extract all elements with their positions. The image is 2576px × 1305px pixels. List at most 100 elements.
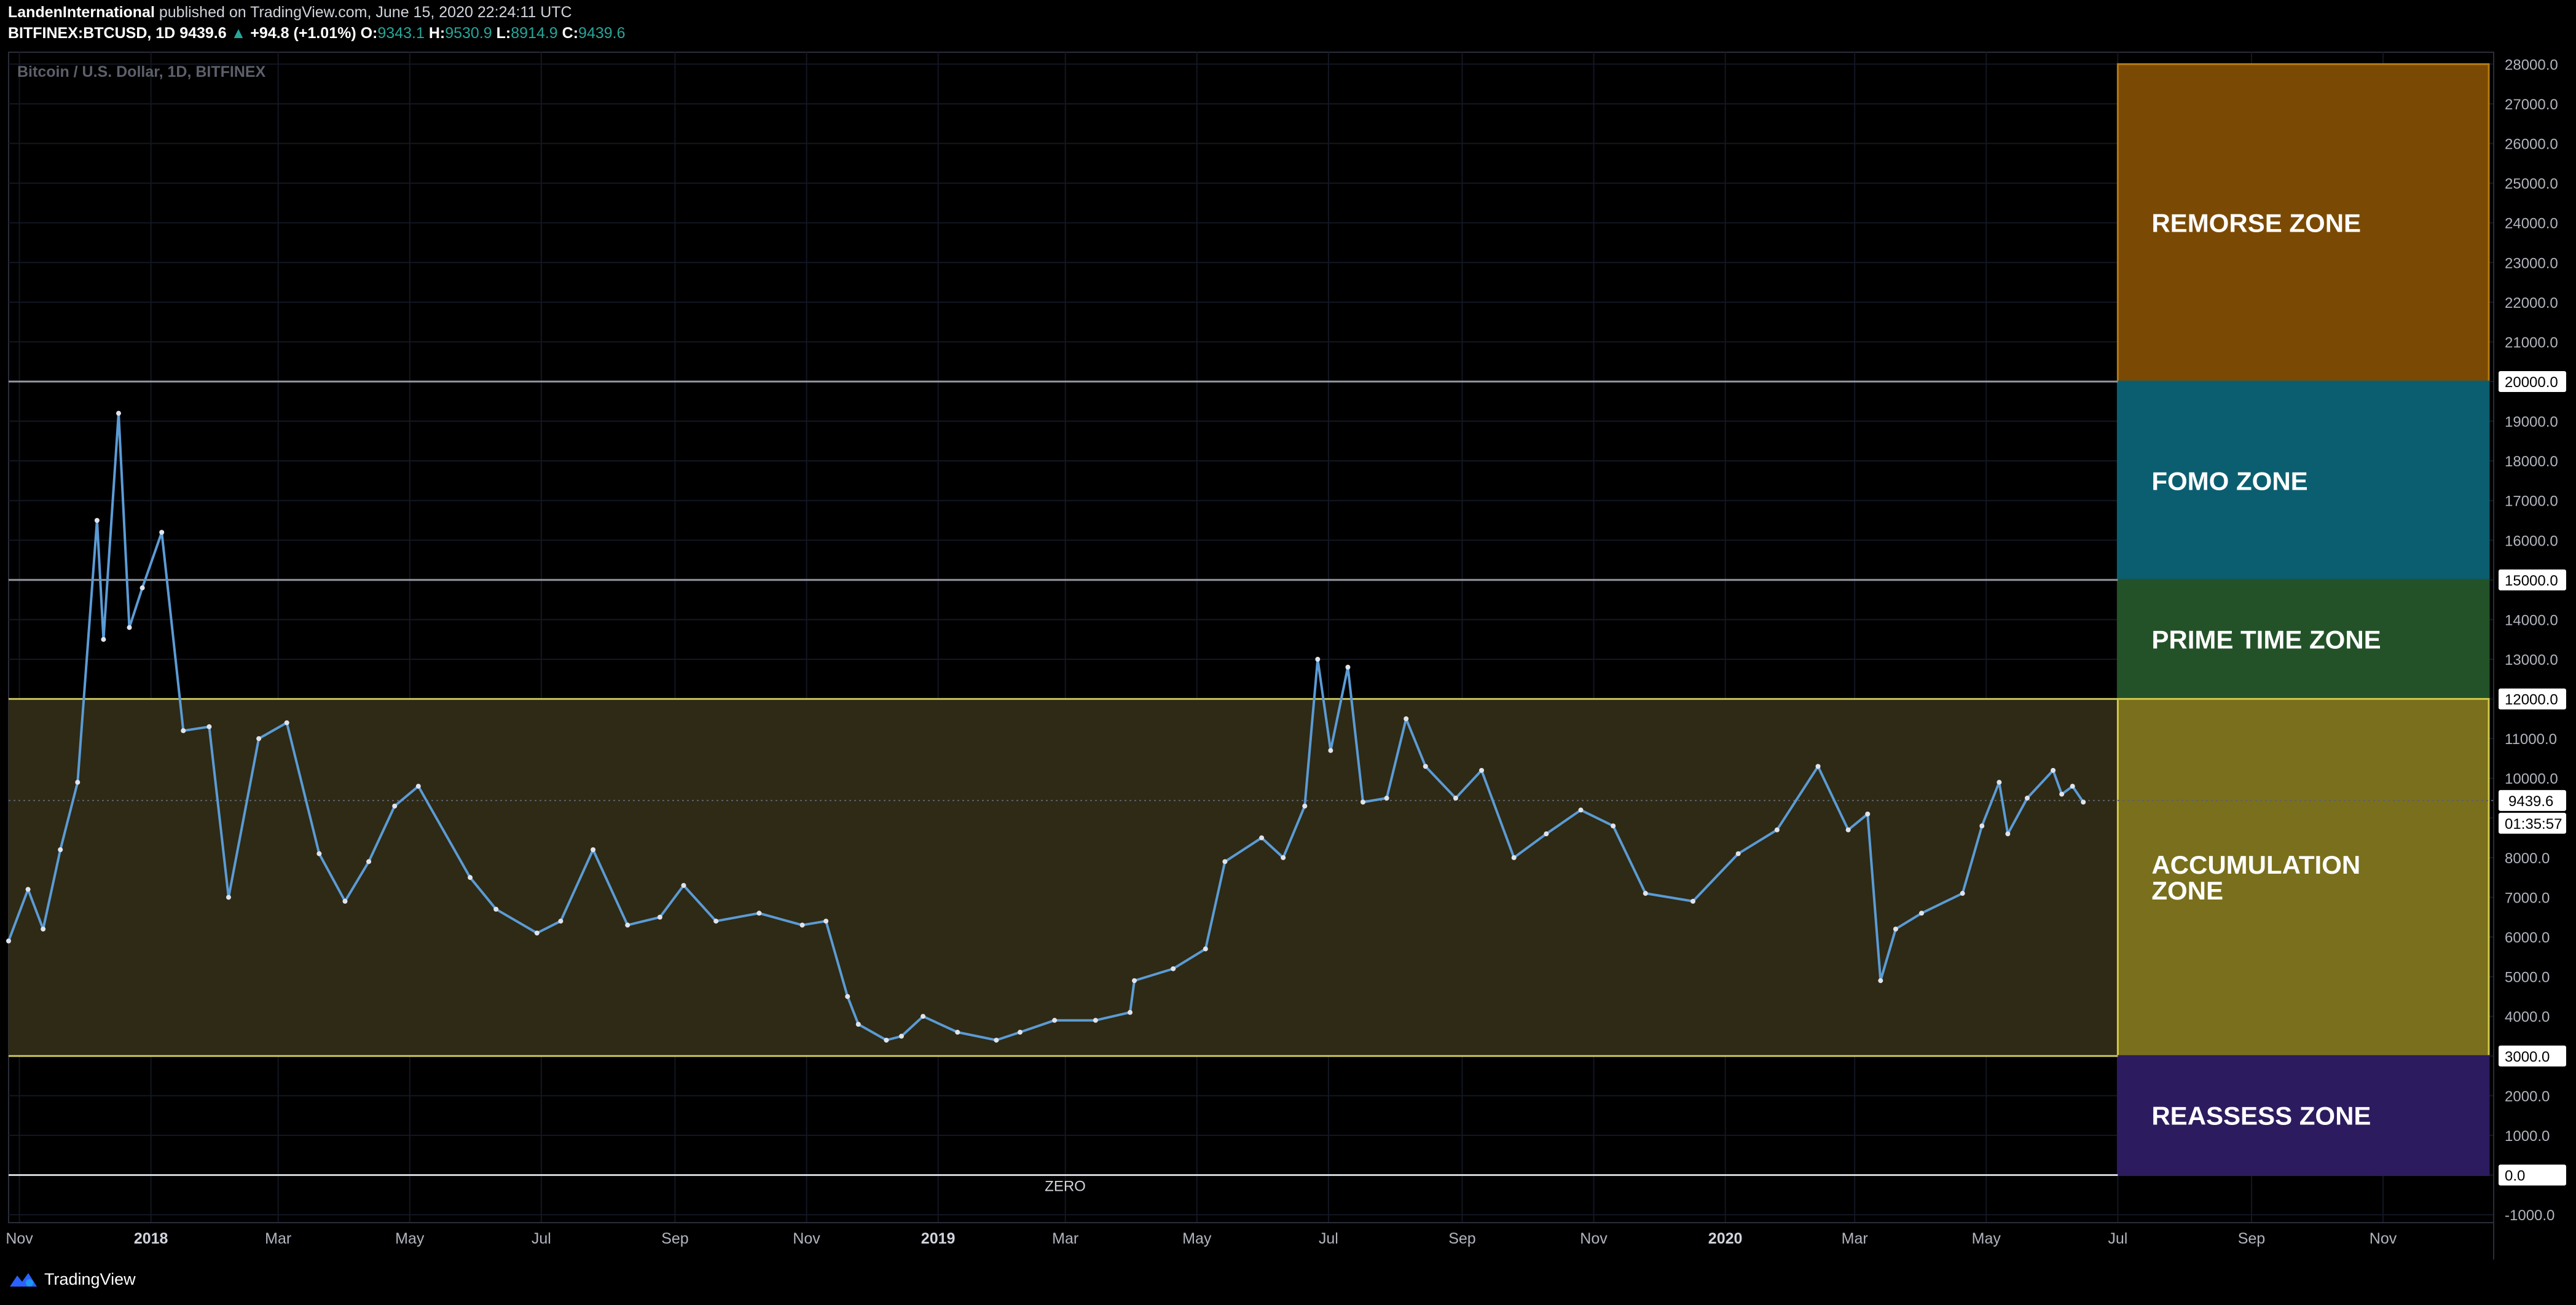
price-point [823, 919, 829, 924]
price-point [206, 724, 212, 729]
low-label: L: [496, 25, 511, 42]
price-point [1315, 657, 1321, 662]
y-tick-label: 13000.0 [2505, 652, 2558, 668]
y-tick-label: 25000.0 [2505, 176, 2558, 192]
price-point [1815, 764, 1821, 769]
zone-box [2116, 579, 2490, 700]
price-point [316, 851, 322, 856]
y-tick-label: 27000.0 [2505, 96, 2558, 113]
price-point [955, 1030, 960, 1035]
close-value: 9439.6 [578, 25, 626, 42]
price-point [534, 930, 540, 936]
price-point [94, 518, 100, 523]
y-tick-label: 19000.0 [2505, 414, 2558, 431]
price-point [392, 803, 398, 809]
level-price-tag [2499, 370, 2566, 392]
price-point [1281, 855, 1286, 860]
close-label: C: [562, 25, 579, 42]
price-point [1845, 827, 1851, 833]
y-tick-label: 5000.0 [2505, 970, 2550, 986]
price-point [139, 585, 145, 590]
price-point [41, 927, 46, 932]
tradingview-brand[interactable]: TradingView [44, 1269, 136, 1288]
zone-box [2116, 1055, 2490, 1177]
x-tick-label: Jul [2108, 1230, 2127, 1247]
price-point [342, 898, 348, 904]
x-tick-label: May [1972, 1230, 2001, 1247]
y-tick-label: 21000.0 [2505, 334, 2558, 351]
price-point [101, 637, 106, 642]
level-price-tag [2499, 1045, 2566, 1067]
level-price-tag-label: 20000.0 [2505, 374, 2558, 391]
countdown-tag [2499, 812, 2566, 834]
price-point [1893, 927, 1898, 932]
price-point [845, 993, 850, 999]
y-tick-label: 11000.0 [2505, 731, 2557, 748]
last-price: 9439.6 [179, 25, 227, 42]
level-price-tag-label: 0.0 [2505, 1168, 2525, 1185]
accumulation-band [9, 699, 2118, 1056]
price-point [1093, 1017, 1098, 1023]
price-point [2024, 796, 2030, 801]
level-price-tag [2499, 1164, 2566, 1186]
price-point [1052, 1017, 1058, 1023]
price-point [127, 625, 132, 630]
level-price-tag-label: 15000.0 [2505, 573, 2558, 589]
zone-box [2116, 698, 2490, 1057]
y-tick-label: 28000.0 [2505, 57, 2558, 73]
price-point [657, 914, 662, 920]
price-point [256, 736, 262, 742]
price-point [366, 859, 372, 864]
published-text: published on TradingView.com, June 15, 2… [159, 4, 572, 21]
y-tick-label: -1000.0 [2505, 1207, 2554, 1224]
price-point [493, 906, 499, 912]
price-point [1611, 823, 1616, 829]
price-point [713, 919, 719, 924]
price-point [921, 1014, 926, 1019]
price-point [1997, 780, 2002, 785]
price-point [1544, 831, 1549, 837]
open-label: O: [360, 25, 378, 42]
zone-label: REASSESS ZONE [2151, 1102, 2371, 1131]
x-tick-label: Nov [2370, 1230, 2397, 1247]
y-tick-label: 17000.0 [2505, 493, 2558, 510]
price-point [1423, 764, 1428, 769]
price-point [855, 1022, 861, 1027]
x-tick-label: Sep [2238, 1230, 2265, 1247]
level-price-tag [2499, 688, 2566, 710]
y-tick-label: 4000.0 [2505, 1009, 2550, 1025]
x-tick-label: May [395, 1230, 425, 1247]
price-point [159, 530, 165, 535]
y-tick-label: 10000.0 [2505, 771, 2558, 788]
price-point [1643, 891, 1648, 896]
x-tick-label: Mar [265, 1230, 291, 1247]
price-point [58, 847, 63, 852]
price-point [1328, 748, 1333, 753]
current-price-label: 9439.6 [2508, 793, 2553, 810]
publish-info: LandenInternational published on Trading… [8, 4, 572, 22]
x-tick-label: Nov [793, 1230, 820, 1247]
price-point [2051, 767, 2056, 773]
price-point [468, 875, 473, 880]
publisher-name[interactable]: LandenInternational [8, 4, 155, 21]
x-tick-label: Jul [1319, 1230, 1338, 1247]
price-point [1259, 835, 1265, 841]
price-point [994, 1037, 999, 1043]
price-point [1404, 716, 1409, 721]
x-tick-label: Mar [1052, 1230, 1078, 1247]
high-value: 9530.9 [445, 25, 492, 42]
price-point [284, 720, 289, 726]
zone-box [2116, 63, 2490, 383]
zone-label: ACCUMULATION [2151, 850, 2360, 879]
y-tick-label: 14000.0 [2505, 612, 2558, 629]
price-point [681, 883, 686, 888]
price-point [2081, 799, 2086, 805]
price-point [1690, 898, 1695, 904]
symbol-name[interactable]: BITFINEX:BTCUSD, 1D [8, 25, 176, 42]
tradingview-logo-icon[interactable] [9, 1269, 38, 1289]
y-tick-label: 8000.0 [2505, 850, 2550, 867]
price-point [1479, 767, 1485, 773]
zone-box [2116, 380, 2490, 581]
symbol-legend: BITFINEX:BTCUSD, 1D 9439.6 ▲ +94.8 (+1.0… [8, 25, 626, 42]
